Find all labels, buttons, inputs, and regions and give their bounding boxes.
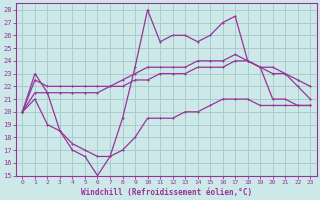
X-axis label: Windchill (Refroidissement éolien,°C): Windchill (Refroidissement éolien,°C) [81, 188, 252, 197]
